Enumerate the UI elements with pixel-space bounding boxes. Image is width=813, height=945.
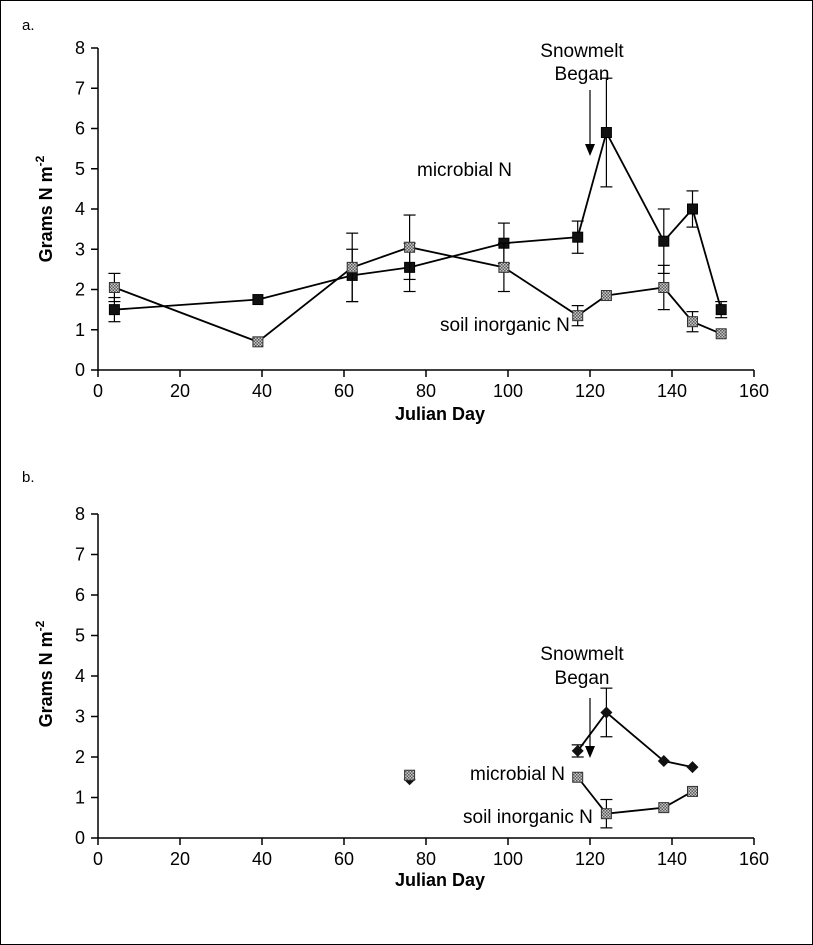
panel-b-y-axis-title-main: Grams N m (36, 631, 56, 727)
panel-a-y-tick-label: 6 (75, 119, 85, 139)
panel-a-soil-point (252, 336, 264, 348)
panel-b-soil-series-line (576, 776, 693, 815)
panel-b-soil-point (404, 769, 416, 781)
panel-a-y-axis-title: Grams N m-2 (33, 155, 56, 262)
panel-b-snowmelt-label-line2: Began (555, 668, 610, 689)
panel-a-x-tick-label: 100 (493, 381, 523, 401)
panel-a-x-tick-label: 140 (657, 381, 687, 401)
panel-b-y-axis-title: Grams N m-2 (33, 620, 56, 727)
panel-a-soil-point (600, 290, 612, 302)
panel-a-y-axis-title-main: Grams N m (36, 166, 56, 262)
panel-b-soil-point (600, 808, 612, 820)
panel-b-microbial-point (686, 761, 699, 774)
panel-a-y-tick-label: 2 (75, 280, 85, 300)
panel-a-soil-point (346, 261, 358, 273)
panel-b-y-tick-label: 6 (75, 585, 85, 605)
panel-b-x-tick-label: 60 (334, 849, 354, 869)
panel-b-y-tick-label: 4 (75, 666, 85, 686)
panel-b-x-tick-label: 160 (739, 849, 769, 869)
panel-a-snowmelt-label-line2: Began (555, 64, 610, 85)
panel-b-x-tick-label: 40 (252, 849, 272, 869)
panel-b-x-tick-label: 100 (493, 849, 523, 869)
panel-b-y-tick-label: 3 (75, 707, 85, 727)
panel-a-label: a. (22, 17, 35, 34)
panel-a-soil-series-line (114, 246, 722, 343)
panel-b-x-tick-label: 140 (657, 849, 687, 869)
panel-a-snowmelt-label-line1: Snowmelt (540, 41, 624, 62)
panel-b-y-tick-label: 0 (75, 828, 85, 848)
panel-a-y-tick-label: 8 (75, 38, 85, 58)
panel-a-microbial-point (108, 304, 120, 316)
panel-a-soil-point (108, 281, 120, 293)
panel-a-soil-point (498, 261, 510, 273)
panel-a-x-tick-label: 120 (575, 381, 605, 401)
panel-a-microbial-label: microbial N (417, 160, 512, 181)
panel-a-x-tick-label: 60 (334, 381, 354, 401)
panel-b-microbial-point (657, 755, 670, 768)
panel-a-y-tick-label: 0 (75, 360, 85, 380)
panel-a-x-tick-label: 20 (170, 381, 190, 401)
panel-b-soil-point (572, 771, 584, 783)
panel-a-y-tick-label: 4 (75, 199, 85, 219)
panel-a-soil-point (572, 310, 584, 322)
panel-b-soil-point (658, 802, 670, 814)
panel-b-microbial-point (571, 744, 584, 757)
panel-b-y-tick-label: 8 (75, 504, 85, 524)
panel-b-x-tick-label: 80 (416, 849, 436, 869)
panel-b-x-tick-label: 20 (170, 849, 190, 869)
panel-a-soil-point (715, 328, 727, 340)
panel-b-y-axis-title-sup: -2 (33, 620, 47, 631)
panel-a-microbial-point (252, 294, 264, 306)
panel-a-x-tick-label: 160 (739, 381, 769, 401)
panel-a-x-axis-title: Julian Day (395, 404, 485, 424)
panel-a-microbial-point (687, 203, 698, 215)
panel-a-soil-point (404, 241, 416, 253)
panel-a-microbial-point (600, 127, 612, 139)
panel-a-microbial-point (658, 235, 670, 247)
panel-b-label: b. (22, 469, 35, 486)
panel-a-x-tick-label: 40 (252, 381, 272, 401)
panel-a-x-tick-label: 0 (93, 381, 103, 401)
panel-a-soil-label: soil inorganic N (440, 315, 570, 336)
panel-b-x-tick-label: 0 (93, 849, 103, 869)
panel-a-y-tick-label: 5 (75, 159, 85, 179)
panel-a-x-tick-label: 80 (416, 381, 436, 401)
panel-a-soil-point (658, 281, 670, 293)
panel-a-microbial-point (572, 231, 584, 243)
panel-b-snowmelt-label-line1: Snowmelt (540, 644, 624, 665)
panel-b-y-tick-label: 5 (75, 626, 85, 646)
panel-a-soil-point (687, 316, 698, 328)
panel-b-y-tick-label: 2 (75, 747, 85, 767)
panel-b-microbial-point (600, 706, 613, 719)
panel-a-y-axis-title-sup: -2 (33, 155, 47, 166)
panel-b-x-axis-title: Julian Day (395, 870, 485, 890)
panel-a-microbial-series-line (114, 130, 723, 311)
panel-b-y-tick-label: 1 (75, 788, 85, 808)
panel-a-y-tick-label: 7 (75, 78, 85, 98)
panel-b-x-tick-label: 120 (575, 849, 605, 869)
panel-b-y-tick-label: 7 (75, 545, 85, 565)
panel-b-snowmelt-arrow-head (585, 746, 595, 758)
panel-b-soil-point (687, 785, 698, 797)
panel-a-y-tick-label: 1 (75, 320, 85, 340)
panel-a-snowmelt-arrow-head (585, 144, 595, 156)
panel-a-microbial-point (715, 304, 727, 316)
panel-b-soil-label: soil inorganic N (463, 807, 593, 828)
panel-b-microbial-series-line (576, 711, 693, 769)
panel-a-y-tick-label: 3 (75, 239, 85, 259)
panel-b-microbial-label: microbial N (470, 764, 565, 785)
